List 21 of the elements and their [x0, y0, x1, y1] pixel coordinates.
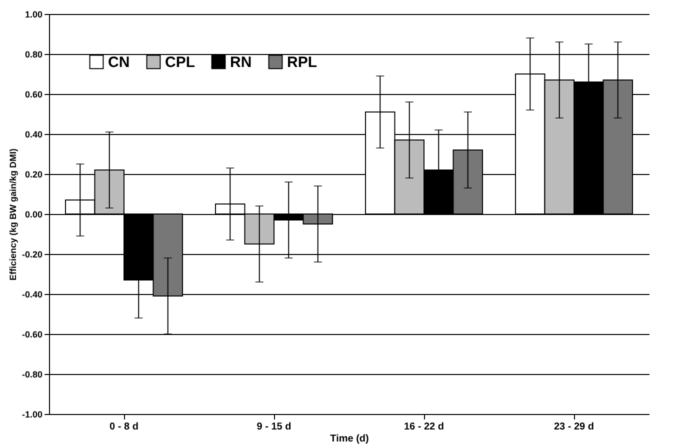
y-tick-label: -1.00	[22, 410, 42, 420]
x-tick-label: 9 - 15 d	[256, 422, 292, 432]
y-tick-label: 0.80	[24, 50, 42, 60]
y-tick-label: 1.00	[24, 10, 42, 20]
y-tick-label: 0.60	[24, 90, 42, 100]
y-tick-label: -0.60	[22, 330, 42, 340]
y-tick-label: 0.40	[24, 130, 42, 140]
legend-label: RPL	[287, 54, 317, 71]
y-axis-title: Efficiency (kg BW gain/kg DMI)	[8, 148, 18, 281]
legend-label: CN	[108, 54, 130, 71]
y-tick-label: 0.00	[24, 210, 42, 220]
y-tick-label: -0.80	[22, 370, 42, 380]
legend-label: RN	[230, 54, 252, 71]
x-axis-title: Time (d)	[330, 434, 369, 444]
x-tick-label: 16 - 22 d	[404, 422, 444, 432]
x-tick-label: 0 - 8 d	[110, 422, 138, 432]
y-tick-label: -0.40	[22, 290, 42, 300]
y-tick-label: 0.20	[24, 170, 42, 180]
x-tick-label: 23 - 29 d	[554, 422, 594, 432]
y-tick-label: -0.20	[22, 250, 42, 260]
legend-label: CPL	[165, 54, 195, 71]
